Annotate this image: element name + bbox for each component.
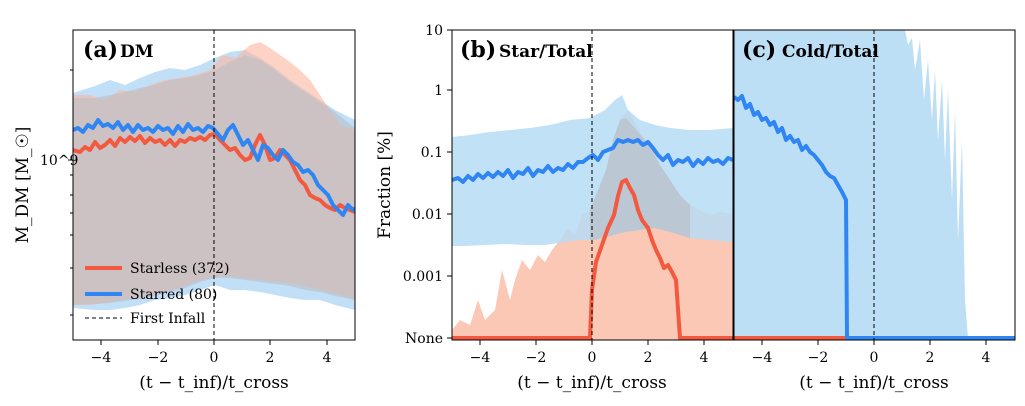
starred-line-c <box>734 94 1015 340</box>
xtick-label-b-1: −2 <box>526 350 547 366</box>
xtick-label-b-3: 2 <box>644 350 653 366</box>
ytick-label-b-10: 10 <box>425 23 443 39</box>
panel-a: −4 −2 0 2 4 10^9 M_DM [M_☉] (t − t_inf)/… <box>13 29 356 393</box>
ytick-label-b-1: 1 <box>434 83 443 99</box>
panel-b: −4 −2 0 2 4 10 1 0.1 0.01 0.001 None Fra… <box>375 23 734 393</box>
starless-line-b <box>452 178 733 340</box>
xtick-label-a-2: 0 <box>210 350 219 366</box>
panel-title-c: Cold/Total <box>782 42 879 62</box>
panel-label-c: (c) <box>742 37 776 63</box>
ytick-label-a-0: 10^9 <box>40 153 78 169</box>
xtick-label-a-4: 4 <box>323 350 332 366</box>
xtick-label-a-1: −2 <box>148 350 169 366</box>
y-ticks-b <box>447 29 452 339</box>
x-ticks-c <box>761 340 987 345</box>
xlabel-c: (t − t_inf)/t_cross <box>799 373 949 393</box>
xlabel-b: (t − t_inf)/t_cross <box>517 373 667 393</box>
legend-label-starred: Starred (80) <box>130 287 217 303</box>
y-ticks-a <box>68 69 73 316</box>
xtick-label-a-0: −4 <box>91 350 112 366</box>
ylabel-a: M_DM [M_☉] <box>13 127 33 244</box>
panel-title-b: Star/Total <box>499 42 593 62</box>
ytick-label-b-none: None <box>405 331 443 347</box>
panel-label-b: (b) <box>460 37 496 63</box>
ytick-label-b-0.01: 0.01 <box>412 207 443 223</box>
xtick-label-b-0: −4 <box>470 350 491 366</box>
ytick-label-b-0.1: 0.1 <box>421 145 443 161</box>
starred-band-c <box>734 30 968 338</box>
xlabel-a: (t − t_inf)/t_cross <box>139 373 289 393</box>
ylabel-b: Fraction [%] <box>375 131 395 239</box>
starred-line-a <box>73 118 355 217</box>
xtick-label-c-2: 0 <box>870 350 879 366</box>
xtick-label-c-0: −4 <box>752 350 773 366</box>
panel-title-a: DM <box>120 42 154 62</box>
xtick-label-b-4: 4 <box>700 350 709 366</box>
xtick-label-c-1: −2 <box>808 350 829 366</box>
xtick-label-c-3: 2 <box>926 350 935 366</box>
legend-label-first-infall: First Infall <box>130 311 206 327</box>
legend: Starless (372) Starred (80) First Infall <box>85 261 229 327</box>
panel-c: −4 −2 0 2 4 (t − t_inf)/t_cross (c) Cold… <box>733 29 1016 393</box>
legend-label-starless: Starless (372) <box>130 261 229 277</box>
ytick-label-b-0.001: 0.001 <box>403 269 443 285</box>
xtick-label-c-4: 4 <box>982 350 991 366</box>
xtick-label-b-2: 0 <box>588 350 597 366</box>
x-ticks-b <box>479 340 705 345</box>
starless-line-a <box>73 132 355 214</box>
xtick-label-a-3: 2 <box>266 350 275 366</box>
starred-line-b <box>452 138 733 184</box>
x-ticks-a <box>100 340 328 345</box>
panel-label-a: (a) <box>83 37 118 63</box>
